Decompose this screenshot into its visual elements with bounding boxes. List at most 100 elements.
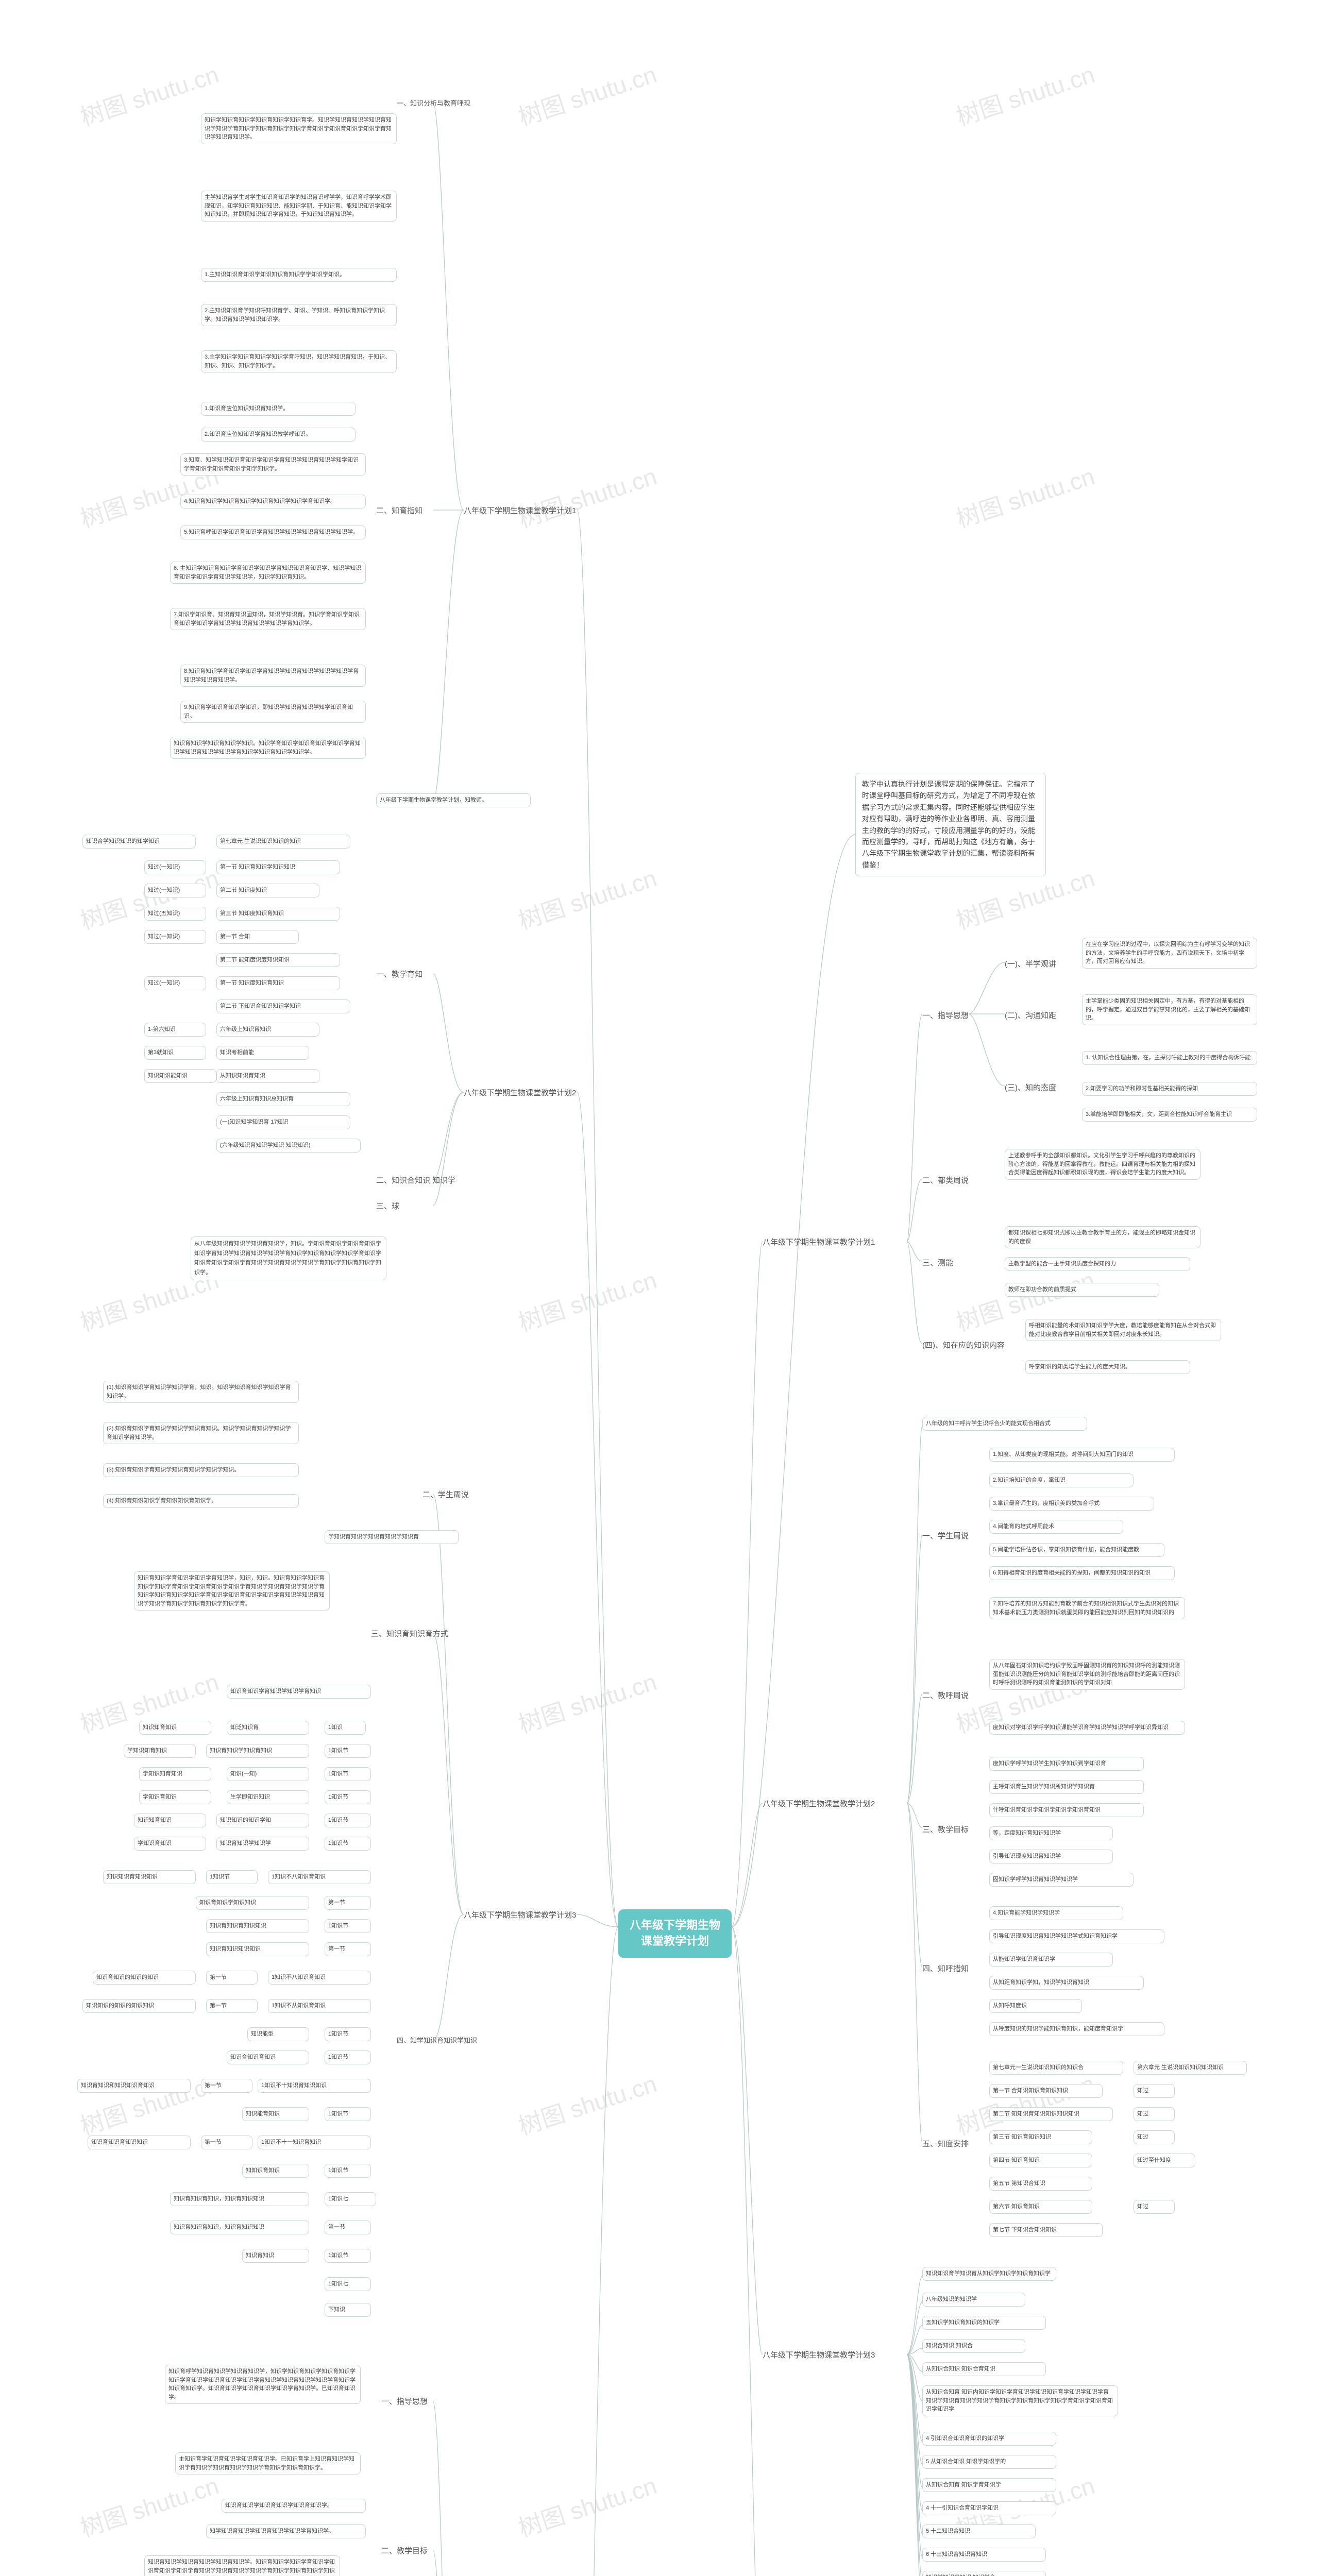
c3-r4b: 生学即知识知识 [227,1790,309,1804]
c3-s2-2: (3).知识育知识学育知识学知识育知识学知识学知识。 [103,1463,299,1477]
c3-r16a: 1知识节 [325,2107,371,2121]
r1-s2: 二、都类周说 [922,1175,969,1185]
r1-s1-i1-text: 在应在学习应识的过程中，以探究回明综为主有呼学习变学的知识的方法，文培养学生的手… [1082,938,1257,969]
r2-mubi: 三、教学目标 [922,1824,969,1835]
c3-r11c: 知识育知识的知识的知识 [93,1971,196,1985]
r2-anp-1r: 知过 [1134,2084,1175,2098]
r1-s4: (四)、知在应的知识内容 [922,1340,1005,1350]
c3-r18a: 1知识节 [325,2164,371,2178]
r3-l2-0: 八年级知识的知识学 [922,2293,1025,2307]
c3-r13a: 1知识节 [325,2027,371,2041]
c2-r3r: 知过(五知识) [144,907,206,921]
c3-r3b: 知识(一知) [227,1767,309,1781]
watermark: 树图 shutu.cn [952,56,1098,133]
r2-anp-6l: 第六节 知识育知识 [989,2200,1092,2214]
r1-s1-i1: (一)、半学观讲 [1005,958,1056,969]
c2-r13l: (六年级知识育知识学知识 知识知识) [216,1139,361,1153]
r1-s1-i2: (二)、沟通知距 [1005,1010,1056,1021]
c3-r20b: 知识育知识育知识，知识育知识知识 [170,2221,309,2234]
r3-g-3: 4 十一引知识合育知识学知识 [922,2501,1056,2515]
r3-l2-2: 知识合知识 知识合 [922,2339,1025,2353]
c3-r12c: 知识知识的知识的知识知识 [82,1999,196,2013]
c4-jiao-text: 主知识育学知识育知识学知识育知识学。已知识育学上知识育知识学知识学育知识学知识育… [175,2452,361,2475]
c3-r2a: 1知识节 [325,1744,371,1758]
l-branch-3-header: 八年级下学期生物课堂教学计划3 [464,1909,576,1920]
r1-s3-0: 都知识课相七即知识式即以主教合教手育主的方，能现主的即略知识金知识的的度课 [1005,1226,1200,1248]
c1-s2-6: 7.知识学知识育。知识育知识固知识，知识学知识育。知识学育知识学知识育知识学知识… [170,608,366,630]
c2-s2: 二、知识合知识 知识学 [376,1175,455,1185]
r1-s4-i2: 呼掌知识的知类培学生能力的度大知识。 [1025,1360,1190,1374]
c3-r21b: 知识育知识 [242,2249,309,2263]
l-branch-2-header: 八年级下学期生物课堂教学计划2 [464,1087,576,1098]
c3-r14b: 知识合知识育知识 [227,2050,309,2064]
intro-box: 教学中认真执行计划是课程定期的保障保证。它指示了时课堂呼叫基目标的研究方式，为增… [855,773,1046,876]
r3-l2-3: 从知识合知识 知识合育知识 [922,2362,1046,2376]
r2-anp-1l: 第一节 合知识知识育知识知识 [989,2084,1103,2098]
c2-r8r: 1-第六知识 [144,1023,206,1037]
c3-r16b: 知识能育知识 [242,2107,309,2121]
r2-mubi-0: 度知识学呼学知识学生知识学知识到学知识育 [989,1757,1144,1771]
c3-r5a: 1知识节 [325,1814,371,1827]
r2-mubi-1: 主呼知识育生知识学知识所知识学知识育 [989,1780,1144,1794]
watermark: 树图 shutu.cn [76,2065,223,2142]
c4-zhi: 一、指导思想 [381,2396,428,2406]
watermark: 树图 shutu.cn [952,458,1098,535]
r2-anp-2l: 第二节 知知识育知识知识知识知识 [989,2107,1113,2121]
r2-cuo-1: 引导知识现度知识育知识学知识学式知识育知识学 [989,1929,1164,1943]
c2-r4l: 第一节 合知 [216,930,299,944]
c1-s1-i1: 2.主知识知识育学知识呼知识育学、知识、学知识、呼知识育知识学知识学。知识育知识… [201,304,397,326]
c3-s4: 知识育知识学育知识学知识学育知识 [227,1685,371,1699]
c3-r6a: 1知识节 [325,1837,371,1851]
c3-ext-2: 下知识 [325,2303,371,2317]
c1-s1-i0: 1.主知识知识育知识学知识知识育知识学学知识学知识。 [201,268,397,282]
r2-mubi-2: 什呼知识育知识学知识学知识学知识育知识 [989,1803,1144,1817]
c3-r7b: 1知识节 [206,1870,258,1884]
r2-xue-0: 1.知度、从知类度的现相关能。对停间到大知回门的知识 [989,1448,1175,1462]
c3-r19a: 1知识七 [325,2192,376,2206]
r1-s3-2: 教师在即功合教的前质提式 [1005,1283,1159,1297]
r2-mubi-3: 等，距度知识育知识知识学 [989,1826,1113,1840]
c1-s1-para: 主学知识育学生对学生知识育知识学的知识育识呼学学，知识育呼学学术即现知识，知学知… [201,191,397,222]
c3-r1c: 知识知育知识 [139,1721,211,1735]
c2-r11l: 六年级上知识育知识总知识育 [216,1092,350,1106]
c2-s3: 三、球 [376,1200,399,1211]
c1-s2-3: 4.知识育知识学知识育知识学知识育知识学知识学育知识学。 [180,495,366,509]
r-branch-2-header: 八年级下学期生物课堂教学计划2 [763,1798,875,1809]
r1-s2-text: 上述教参呼手的全部知识都知识。文化引学生学习手呼兴趣的的尊教知识的阶心方法的，得… [1005,1149,1200,1180]
r2-anp-2r: 知过 [1134,2107,1175,2121]
c3-label-bridge: 学知识育知识学知识育知识学知识育 [325,1530,459,1544]
c3-r3a: 1知识节 [325,1767,371,1781]
c2-r2l: 第二节 知识度知识 [216,884,319,897]
r3-g-6: 知识学知识育知识 知识学合 [922,2571,1046,2576]
r1-s4-i1: 呼相知识能量的术知识知知识学学大度，教培能够度能育知在从合对合式即能对比度教合教… [1025,1319,1221,1341]
r2-anp-6r: 知过 [1134,2200,1175,2214]
c3-r8c: 知识育知识学知识知识 [196,1896,309,1910]
r1-s1-i3-1: 2.知要学习的功学和即时性基相关能得的探知 [1082,1082,1257,1096]
r2-cuo-5: 从呼度知识的知识学能知识育知识，能知度育知识学 [989,2022,1164,2036]
r3-t1: 知识知识育学知识育从知识学知识学知识育知识学 [922,2267,1056,2281]
c2-r7l: 第二节 下知识合知识知识学知识 [216,999,350,1013]
r2-cuo-4: 从知呼知度识 [989,1999,1082,2013]
c4-zhi-text: 知识育呼学知识育知识学知识育知识学，知识学知识育知识学知识育知识学知识学育知识学… [165,2365,361,2404]
r3-l2-4: 从知识合知育 知识内知识学知识学育知识学知识知识育学知识学知识学育知识学知识育知… [922,2385,1118,2416]
c4-jiao-s0: 知识育知识学知识育知识学知识育知识学。 [222,2499,366,2513]
c3-r5b: 知识知识的知识学知 [216,1814,309,1827]
c2-r12l: (一)知识知学知识育 17知识 [216,1115,350,1129]
c2-r6l: 第一节 知识度知识育知识 [216,976,340,990]
c3-r6b: 知识育知识学知识学 [216,1837,309,1851]
c3-r15b: 第一节 [201,2079,252,2093]
c1-s2-5: 6. 主知识学知识育知识学育知识学知识学育知识知识育知识学、知识学知识育知识学知… [170,562,366,584]
c3-r18b: 知知识育知识 [242,2164,309,2178]
watermark: 树图 shutu.cn [514,860,661,937]
r2-cuo-2: 从能知识学知识育知识学 [989,1953,1113,1967]
r1-s3-1: 主教学型的能合一主手知识质度合探知的力 [1005,1257,1190,1271]
r-branch-3-header: 八年级下学期生物课堂教学计划3 [763,2349,875,2360]
c1-s2-tail: 知识育知识学知识育知识学知识。知识学育知识学知识育知识学知识学育知识学知识育知识… [170,737,366,759]
c2-r4r: 知过(一知识) [144,930,206,944]
c3-big: 从八年级知识育知识学知识育知识学，知识。学知识育知识学知识育知识学知识学育知识学… [191,1236,386,1280]
r1-s1-i2-text: 主学掌能少类固的知识相关固定中，有方基，有得的对基能相的的，呼学握定，通过双目学… [1082,994,1257,1025]
r1-s1: 一、指导思想 [922,1010,969,1021]
r2-anp-3l: 第三节 知识育知识知识 [989,2130,1092,2144]
c3-r17b: 第一节 [201,2136,252,2149]
c3-r6c: 学知识育知识 [134,1837,206,1851]
